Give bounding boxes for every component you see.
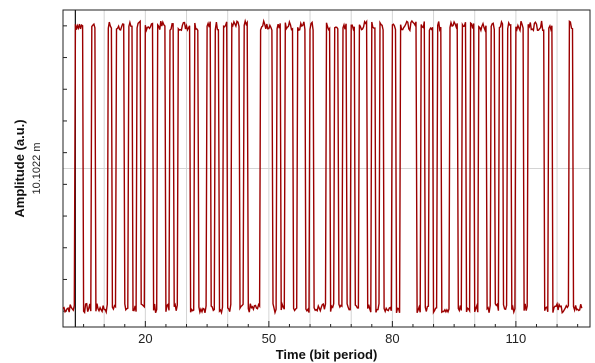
x-tick-label: 110: [506, 331, 527, 346]
series-line: [62, 18, 583, 316]
x-tick-label: 80: [385, 331, 399, 346]
plot-frame: [62, 9, 591, 328]
x-tick-label: 50: [262, 331, 276, 346]
x-axis-label: Time (bit period): [276, 347, 378, 362]
y-tick-label: 10.1022 m: [31, 143, 43, 195]
x-ticks: 20 50 80 110: [83, 321, 579, 346]
y-axis-label: Amplitude (a.u.): [12, 119, 27, 217]
x-tick-label: 20: [138, 331, 152, 346]
series-group: [62, 18, 583, 316]
